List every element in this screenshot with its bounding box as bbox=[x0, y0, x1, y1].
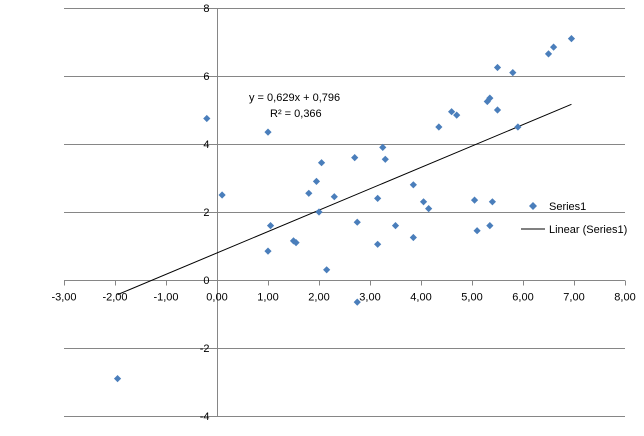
x-tick-label: 2,00 bbox=[308, 292, 329, 304]
legend-trendline-label: Linear (Series1) bbox=[549, 224, 627, 236]
data-point bbox=[486, 222, 494, 230]
x-tick-label: 6,00 bbox=[512, 292, 533, 304]
data-point bbox=[374, 194, 382, 202]
data-point bbox=[391, 222, 400, 230]
data-point bbox=[486, 94, 494, 102]
x-tick-label: 1,00 bbox=[257, 292, 278, 304]
trendline-r2-label: R² = 0,366 bbox=[270, 108, 322, 120]
legend-series1-label: Series1 bbox=[549, 201, 586, 213]
data-point bbox=[514, 123, 522, 131]
data-point bbox=[425, 205, 433, 213]
data-point bbox=[330, 193, 338, 201]
data-point bbox=[374, 240, 382, 248]
data-point bbox=[419, 198, 428, 206]
data-point bbox=[550, 43, 558, 51]
data-point bbox=[493, 63, 502, 72]
trendline-equation: y = 0,629x + 0,796 R² = 0,366 bbox=[249, 92, 340, 120]
data-point bbox=[567, 35, 576, 43]
x-tick-label: 5,00 bbox=[461, 292, 482, 304]
data-point bbox=[483, 97, 491, 106]
y-tick-label: 0 bbox=[203, 275, 209, 287]
x-tick-label: -3,00 bbox=[51, 292, 76, 304]
data-point bbox=[292, 239, 300, 247]
legend: Series1 Linear (Series1) bbox=[521, 201, 627, 236]
series1-points bbox=[113, 35, 576, 383]
gridlines bbox=[64, 8, 625, 417]
data-point bbox=[113, 375, 122, 383]
data-point bbox=[323, 266, 331, 274]
data-point bbox=[509, 69, 517, 77]
data-point bbox=[470, 196, 479, 204]
x-tick-label: 3,00 bbox=[359, 292, 380, 304]
trendline-layer bbox=[117, 103, 572, 296]
data-point bbox=[409, 233, 417, 242]
y-tick-label: -2 bbox=[200, 343, 210, 355]
data-point bbox=[315, 208, 323, 216]
data-point bbox=[453, 111, 461, 119]
data-point bbox=[264, 247, 272, 255]
data-point bbox=[312, 177, 321, 185]
y-tick-label: 4 bbox=[203, 139, 209, 151]
x-tick-label: 0,00 bbox=[206, 292, 227, 304]
tick-labels: -3,00 -2,00 -1,00 0,00 1,00 2,00 3,00 4,00 5,00 6… bbox=[51, 3, 635, 423]
data-point bbox=[473, 227, 481, 235]
data-point bbox=[351, 154, 359, 162]
data-point bbox=[317, 159, 326, 167]
data-point bbox=[488, 198, 496, 206]
x-tick-label: -1,00 bbox=[153, 292, 178, 304]
y-tick-label: 6 bbox=[203, 71, 209, 83]
data-point bbox=[305, 189, 313, 197]
x-tick-label: 4,00 bbox=[410, 292, 431, 304]
data-point bbox=[353, 218, 361, 226]
data-point bbox=[409, 181, 417, 189]
data-point bbox=[544, 50, 553, 58]
data-point bbox=[266, 222, 275, 230]
data-point bbox=[448, 108, 456, 116]
data-point bbox=[381, 155, 389, 163]
x-tick-label: 7,00 bbox=[563, 292, 584, 304]
data-point bbox=[435, 123, 443, 131]
data-point bbox=[264, 128, 272, 136]
data-point bbox=[203, 114, 211, 123]
x-tick-label: 8,00 bbox=[614, 292, 635, 304]
data-point bbox=[218, 191, 226, 199]
y-tick-label: 2 bbox=[203, 207, 209, 219]
x-tick-label: -2,00 bbox=[102, 292, 127, 304]
data-point bbox=[353, 298, 361, 306]
y-tick-label: 8 bbox=[203, 3, 209, 15]
legend-series1-marker bbox=[529, 202, 537, 210]
data-point bbox=[379, 143, 387, 151]
data-point bbox=[493, 106, 502, 114]
trendline-equation-label: y = 0,629x + 0,796 bbox=[249, 92, 340, 104]
trendline bbox=[117, 103, 572, 296]
y-tick-label: -4 bbox=[200, 411, 210, 423]
axes bbox=[64, 8, 626, 417]
